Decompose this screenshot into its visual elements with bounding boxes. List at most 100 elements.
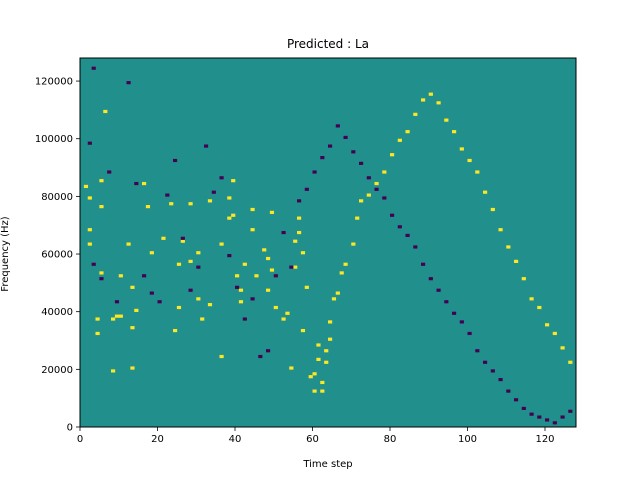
- heatmap-cell-high: [219, 242, 224, 246]
- heatmap-cell-low: [211, 190, 216, 194]
- heatmap-cell-high: [328, 320, 333, 324]
- heatmap-cell-low: [421, 262, 426, 266]
- y-tick-label: 0: [67, 423, 73, 434]
- heatmap-cell-high: [118, 274, 123, 278]
- heatmap-cell-high: [111, 317, 116, 321]
- heatmap-background: [80, 58, 576, 427]
- heatmap-cell-low: [204, 144, 209, 148]
- heatmap-cell-high: [521, 277, 526, 281]
- heatmap-cell-high: [297, 216, 302, 220]
- heatmap-cell-high: [483, 190, 488, 194]
- y-tick-label: 80000: [41, 192, 73, 203]
- heatmap-cell-low: [126, 81, 131, 85]
- heatmap-cell-high: [498, 228, 503, 232]
- heatmap-cell-high: [145, 205, 151, 209]
- x-tick-label: 80: [384, 434, 397, 445]
- heatmap-cell-low: [382, 196, 387, 200]
- heatmap-cell-high: [227, 216, 232, 220]
- heatmap-cell-high: [328, 337, 333, 341]
- heatmap-cell-high: [114, 314, 120, 318]
- heatmap-cell-high: [266, 288, 271, 292]
- heatmap-cell-high: [459, 147, 464, 151]
- heatmap-cell-low: [304, 187, 309, 191]
- heatmap-cell-low: [114, 300, 120, 304]
- heatmap-cell-high: [300, 328, 306, 333]
- heatmap-cell-high: [219, 354, 224, 359]
- heatmap-cell-high: [281, 317, 286, 321]
- heatmap-cell-high: [390, 153, 395, 157]
- heatmap-cell-high: [297, 230, 302, 235]
- y-tick-label: 20000: [41, 365, 73, 376]
- heatmap-cell-high: [273, 305, 278, 310]
- heatmap-cell-low: [545, 418, 550, 422]
- heatmap-cell-low: [568, 409, 573, 413]
- heatmap-cell-low: [289, 265, 294, 269]
- heatmap-cell-low: [514, 398, 519, 402]
- y-tick-label: 100000: [35, 134, 73, 145]
- heatmap-cell-low: [552, 421, 557, 425]
- heatmap-cell-high: [467, 158, 472, 163]
- heatmap-cell-high: [293, 239, 298, 243]
- heatmap-cell-high: [99, 179, 104, 183]
- heatmap-cell-high: [320, 380, 325, 385]
- heatmap-cell-low: [397, 225, 402, 229]
- heatmap-cell-high: [285, 311, 290, 315]
- heatmap-cell-high: [289, 366, 294, 370]
- heatmap-cell-high: [130, 285, 135, 289]
- heatmap-cell-high: [169, 202, 174, 206]
- heatmap-cell-high: [382, 170, 387, 174]
- heatmap-cell-high: [428, 92, 433, 96]
- heatmap-cell-low: [498, 377, 503, 382]
- heatmap-cell-high: [269, 268, 275, 272]
- heatmap-cell-low: [142, 274, 147, 278]
- heatmap-cell-high: [188, 202, 193, 206]
- heatmap-cell-high: [196, 251, 201, 255]
- heatmap-cell-high: [514, 259, 519, 263]
- heatmap-cell-low: [436, 288, 441, 292]
- x-axis-label: Time step: [302, 459, 352, 470]
- heatmap-cell-high: [207, 303, 213, 307]
- heatmap-cell-high: [142, 181, 147, 186]
- heatmap-cell-low: [343, 135, 348, 140]
- heatmap-cell-low: [149, 291, 154, 295]
- heatmap-cells: [83, 66, 573, 425]
- plot-area: [79, 57, 577, 428]
- heatmap-cell-high: [250, 228, 255, 232]
- heatmap-cell-high: [103, 109, 108, 114]
- heatmap-cell-low: [250, 297, 255, 301]
- chart-title: Predicted : La: [287, 37, 369, 51]
- heatmap-cell-high: [126, 242, 131, 246]
- heatmap-cell-low: [475, 349, 480, 353]
- heatmap-cell-low: [320, 156, 325, 160]
- heatmap-cell-low: [242, 317, 247, 321]
- heatmap-cell-high: [134, 308, 139, 312]
- heatmap-cell-high: [331, 297, 337, 301]
- heatmap-cell-low: [273, 274, 278, 278]
- y-tick-label: 40000: [41, 307, 73, 318]
- heatmap-cell-low: [188, 288, 193, 292]
- x-tick-label: 0: [77, 434, 83, 445]
- heatmap-cell-low: [87, 141, 92, 145]
- heatmap-cell-low: [235, 285, 240, 289]
- y-axis-label: Frequency (Hz): [0, 216, 11, 292]
- x-tick-label: 40: [229, 434, 242, 445]
- heatmap-cell-low: [359, 161, 364, 165]
- heatmap-cell-high: [149, 251, 154, 255]
- heatmap-cell-low: [521, 406, 526, 410]
- heatmap-cell-low: [366, 176, 371, 180]
- heatmap-cell-high: [359, 199, 364, 203]
- heatmap-cell-high: [312, 389, 317, 393]
- heatmap-cell-high: [312, 372, 317, 376]
- heatmap-cell-low: [483, 360, 488, 364]
- heatmap-cell-high: [405, 130, 410, 134]
- heatmap-cell-high: [161, 236, 166, 240]
- heatmap-cell-low: [374, 187, 379, 191]
- heatmap-cell-high: [355, 216, 360, 220]
- heatmap-cell-high: [200, 317, 205, 321]
- heatmap-cell-high: [99, 271, 104, 275]
- heatmap-cell-high: [366, 193, 371, 197]
- heatmap-cell-low: [506, 389, 511, 393]
- heatmap-cell-high: [545, 323, 550, 327]
- heatmap-cell-low: [266, 349, 271, 353]
- heatmap-cell-high: [475, 170, 480, 174]
